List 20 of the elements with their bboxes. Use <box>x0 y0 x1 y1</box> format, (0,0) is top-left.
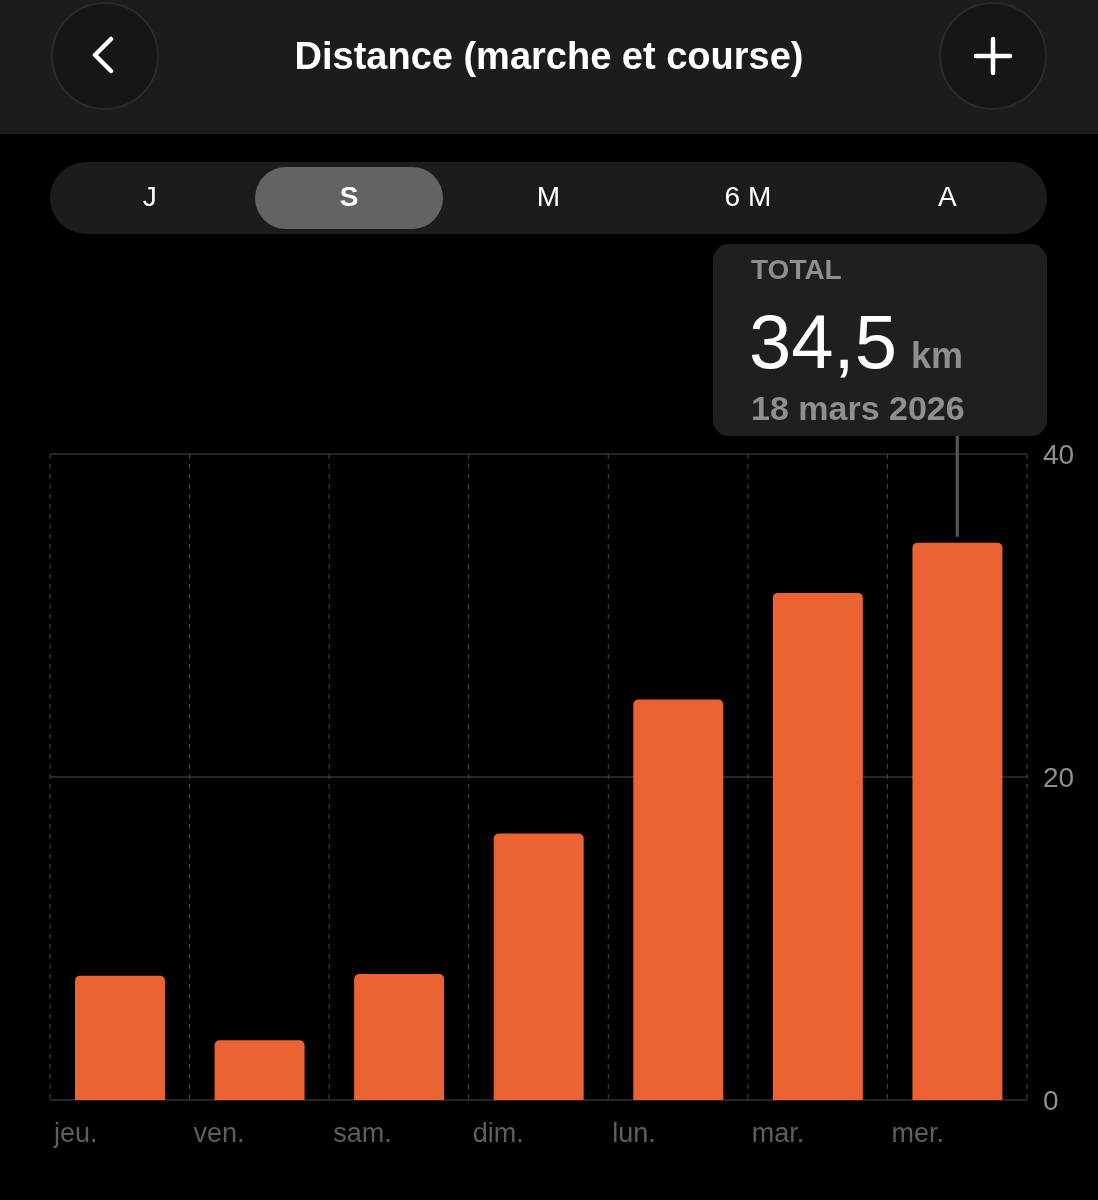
x-tick-label: ven. <box>193 1118 245 1148</box>
x-tick-label: jeu. <box>53 1118 98 1148</box>
bar <box>75 975 165 1100</box>
x-tick-label: sam. <box>333 1118 392 1148</box>
segmented-control: J S M 6 M A <box>50 162 1047 234</box>
x-tick-label: lun. <box>612 1118 656 1148</box>
bar <box>493 833 584 1100</box>
bar <box>633 699 724 1100</box>
bar <box>354 974 445 1100</box>
bar <box>772 592 863 1100</box>
bar <box>912 542 1003 1100</box>
x-tick-label: mer. <box>891 1118 944 1148</box>
x-tick-label: dim. <box>472 1118 524 1148</box>
x-tick-label: mar. <box>751 1118 805 1148</box>
y-tick-label: 0 <box>1043 1084 1059 1116</box>
bar <box>214 1040 305 1100</box>
annotation: TOTAL 34,5 km 18 mars 2026 <box>749 254 965 427</box>
y-tick-label: 20 <box>1043 761 1075 793</box>
y-tick-label: 40 <box>1043 438 1075 470</box>
chart-title: Distance (marche et course) <box>293 34 805 79</box>
